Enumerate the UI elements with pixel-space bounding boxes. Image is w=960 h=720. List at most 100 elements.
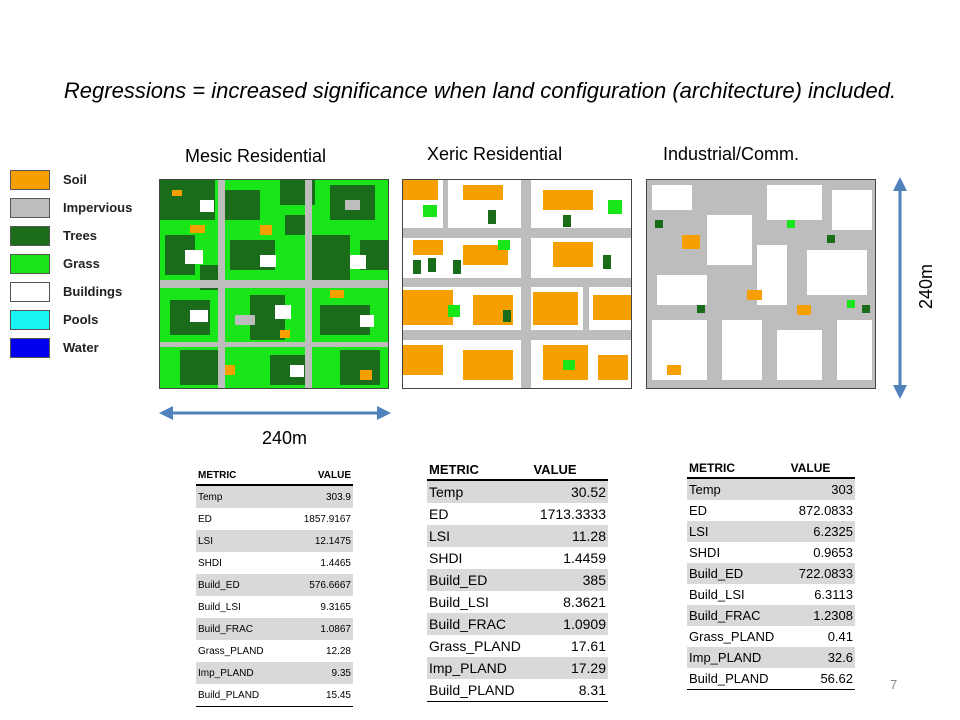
map-mesic-graphic bbox=[160, 180, 388, 388]
metric-cell: Grass_PLAND bbox=[429, 638, 521, 654]
legend-swatch-water bbox=[10, 338, 50, 358]
legend-swatch-grass bbox=[10, 254, 50, 274]
metric-cell: ED bbox=[198, 513, 212, 525]
table-row: Build_FRAC 1.0867 bbox=[196, 618, 353, 640]
metric-cell: Imp_PLAND bbox=[196, 662, 287, 684]
metric-cell: LSI bbox=[196, 530, 287, 552]
legend-label-impervious: Impervious bbox=[63, 200, 133, 215]
legend-swatch-impervious bbox=[10, 198, 50, 218]
legend-label-trees: Trees bbox=[63, 228, 97, 243]
legend-item-buildings: Buildings bbox=[10, 282, 138, 304]
table-header-row: METRIC VALUE bbox=[687, 459, 855, 479]
table-row: Build_LSI 6.3113 bbox=[687, 584, 855, 605]
metric-cell: Build_ED bbox=[427, 569, 532, 591]
legend-item-soil: Soil bbox=[10, 170, 138, 192]
map-caption-industrial: Industrial/Comm. bbox=[663, 144, 800, 164]
value-cell: 30.52 bbox=[531, 480, 608, 503]
value-cell: 0.41 bbox=[827, 629, 853, 644]
table-row: Build_ED 385 bbox=[427, 569, 608, 591]
value-cell: 303 bbox=[788, 478, 855, 500]
column-header-metric: METRIC bbox=[427, 460, 532, 481]
table-row: Build_FRAC 1.2308 bbox=[687, 605, 855, 626]
value-cell: 0.9653 bbox=[813, 545, 853, 560]
table-header-row: METRIC VALUE bbox=[196, 466, 353, 486]
legend-swatch-pools bbox=[10, 310, 50, 330]
metric-cell: Build_FRAC bbox=[687, 605, 789, 626]
value-cell: 1.2308 bbox=[788, 605, 855, 626]
page-number: 7 bbox=[890, 677, 898, 692]
legend-item-pools: Pools bbox=[10, 310, 138, 332]
metric-cell: SHDI bbox=[689, 545, 721, 560]
value-cell: 1713.3333 bbox=[539, 506, 606, 522]
table-row: Imp_PLAND 9.35 bbox=[196, 662, 353, 684]
legend-swatch-buildings bbox=[10, 282, 50, 302]
table-row: ED 1857.9167 bbox=[196, 508, 353, 530]
map-mesic-residential bbox=[159, 179, 389, 389]
legend-item-trees: Trees bbox=[10, 226, 138, 248]
value-cell: 872.0833 bbox=[798, 503, 853, 518]
legend-item-water: Water bbox=[10, 338, 138, 360]
metric-cell: Imp_PLAND bbox=[687, 647, 789, 668]
table-row: LSI 11.28 bbox=[427, 525, 608, 547]
table-row: Grass_PLAND 17.61 bbox=[427, 635, 608, 657]
metric-cell: SHDI bbox=[429, 550, 463, 566]
value-cell: 722.0833 bbox=[788, 563, 855, 584]
value-cell: 12.1475 bbox=[286, 530, 353, 552]
value-cell: 8.31 bbox=[531, 679, 608, 702]
value-cell: 1.0867 bbox=[286, 618, 353, 640]
legend-label-water: Water bbox=[63, 340, 99, 355]
value-cell: 11.28 bbox=[531, 525, 608, 547]
legend-item-grass: Grass bbox=[10, 254, 138, 276]
metric-cell: Imp_PLAND bbox=[427, 657, 532, 679]
table-row: Build_FRAC 1.0909 bbox=[427, 613, 608, 635]
metric-cell: Build_PLAND bbox=[687, 668, 789, 690]
value-cell: 303.9 bbox=[286, 485, 353, 508]
table-row: Build_LSI 8.3621 bbox=[427, 591, 608, 613]
table-row: ED 872.0833 bbox=[687, 500, 855, 521]
table-row: Build_PLAND 56.62 bbox=[687, 668, 855, 690]
column-header-value: VALUE bbox=[286, 466, 353, 486]
table-row: SHDI 0.9653 bbox=[687, 542, 855, 563]
value-cell: 1.4459 bbox=[563, 550, 606, 566]
metric-cell: Temp bbox=[427, 480, 532, 503]
metric-cell: ED bbox=[429, 506, 449, 522]
value-cell: 56.62 bbox=[788, 668, 855, 690]
table-row: Temp 303.9 bbox=[196, 485, 353, 508]
metric-cell: Temp bbox=[687, 478, 789, 500]
metric-cell: Build_FRAC bbox=[196, 618, 287, 640]
vertical-dimension-arrow bbox=[893, 177, 907, 399]
value-cell: 32.6 bbox=[788, 647, 855, 668]
horizontal-dimension-label: 240m bbox=[262, 428, 308, 448]
metric-cell: ED bbox=[689, 503, 708, 518]
table-row: Imp_PLAND 32.6 bbox=[687, 647, 855, 668]
metric-cell: Build_LSI bbox=[429, 594, 489, 610]
value-cell: 12.28 bbox=[325, 645, 351, 657]
legend-swatch-soil bbox=[10, 170, 50, 190]
metric-cell: Grass_PLAND bbox=[198, 645, 264, 657]
metrics-table-mesic: METRIC VALUE Temp 303.9 ED 1857.9167 LSI 12… bbox=[196, 466, 353, 707]
value-cell: 9.3165 bbox=[320, 601, 351, 613]
metrics-table-industrial: METRIC VALUE Temp 303 ED 872.0833 LSI 6.232… bbox=[687, 459, 855, 690]
slide-title: Regressions = increased significance whe… bbox=[63, 78, 897, 103]
metric-cell: SHDI bbox=[198, 557, 222, 569]
metric-cell: Build_LSI bbox=[689, 587, 745, 602]
column-header-value: VALUE bbox=[531, 460, 608, 481]
table-row: SHDI 1.4465 bbox=[196, 552, 353, 574]
table-row: Temp 303 bbox=[687, 478, 855, 500]
table-row: Build_PLAND 8.31 bbox=[427, 679, 608, 702]
table-header-row: METRIC VALUE bbox=[427, 460, 608, 481]
table-row: Build_ED 576.6667 bbox=[196, 574, 353, 596]
value-cell: 9.35 bbox=[286, 662, 353, 684]
table-row: Grass_PLAND 12.28 bbox=[196, 640, 353, 662]
table-row: Imp_PLAND 17.29 bbox=[427, 657, 608, 679]
land-cover-legend: Soil Impervious Trees Grass Buildings Po… bbox=[10, 167, 138, 367]
legend-swatch-trees bbox=[10, 226, 50, 246]
map-caption-xeric: Xeric Residential bbox=[427, 144, 563, 164]
map-xeric-residential bbox=[402, 179, 632, 389]
table-row: Build_LSI 9.3165 bbox=[196, 596, 353, 618]
legend-item-impervious: Impervious bbox=[10, 198, 138, 220]
table-row: Grass_PLAND 0.41 bbox=[687, 626, 855, 647]
value-cell: 6.2325 bbox=[788, 521, 855, 542]
metrics-table-xeric: METRIC VALUE Temp 30.52 ED 1713.3333 LSI 11… bbox=[427, 460, 608, 702]
metric-cell: Build_ED bbox=[196, 574, 287, 596]
